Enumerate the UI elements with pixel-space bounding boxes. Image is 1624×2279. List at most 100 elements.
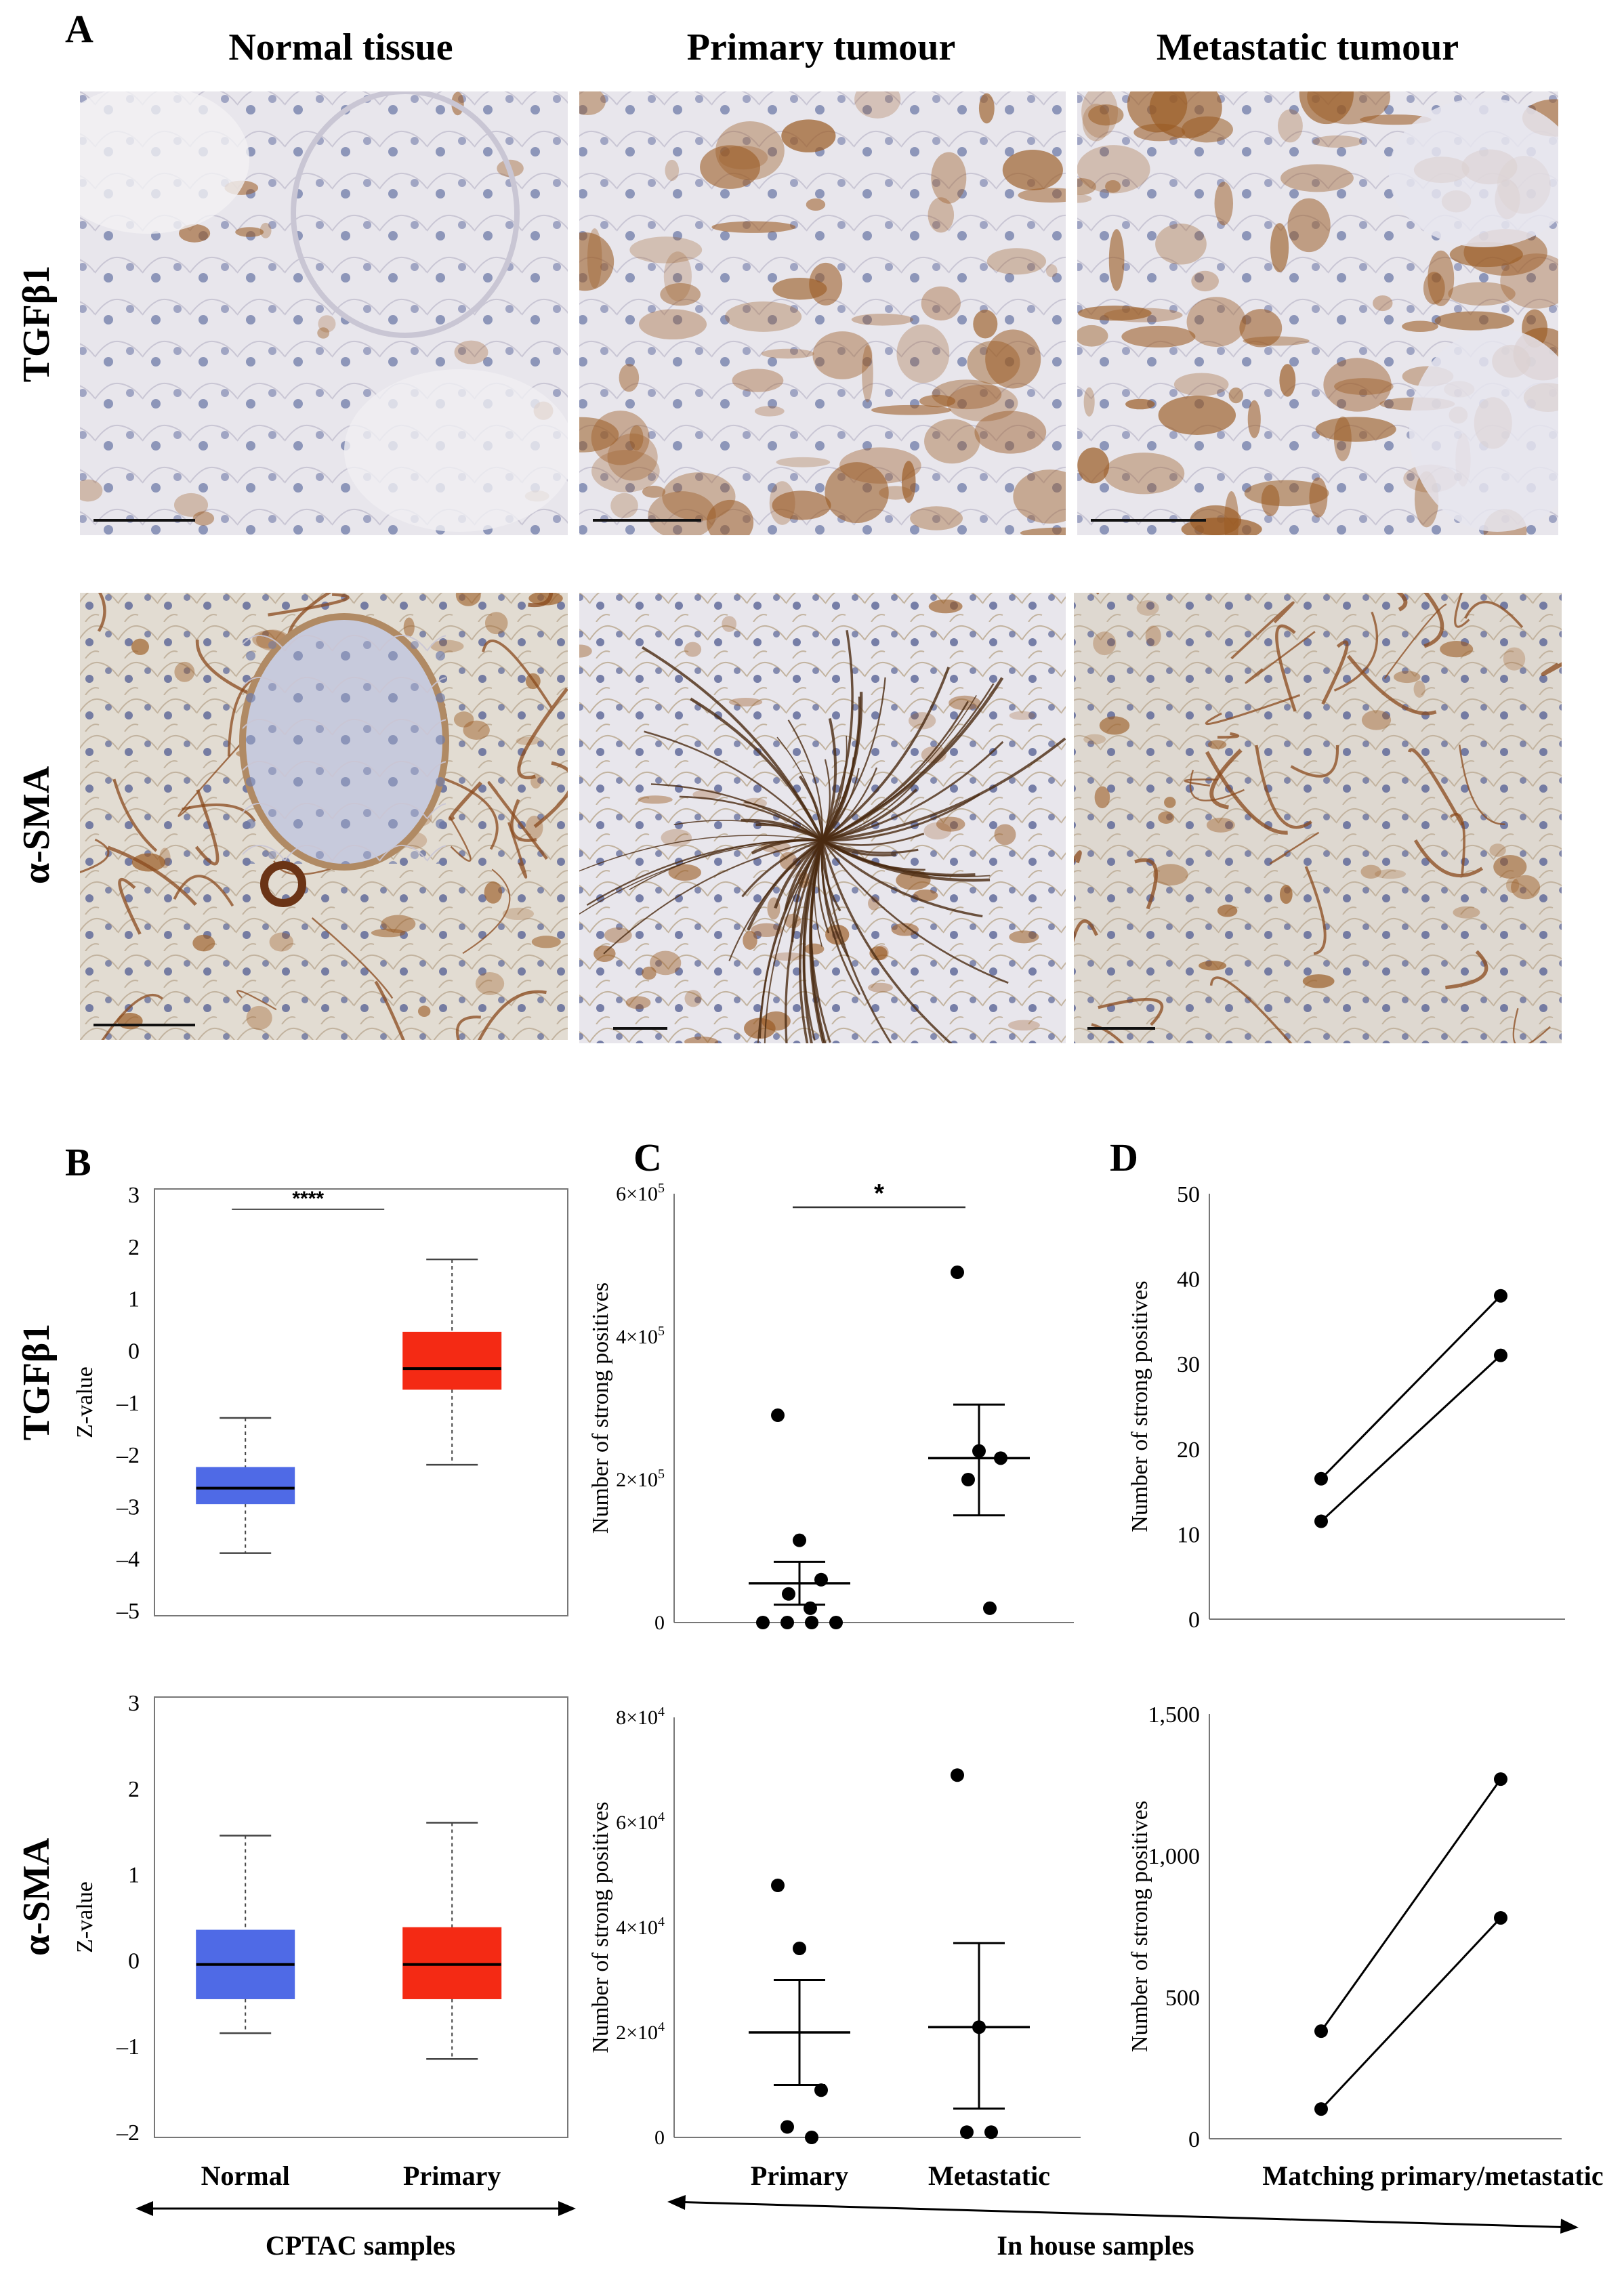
d-tgfb1-ytick-0: 50: [1177, 1182, 1200, 1207]
b-asma-ytick-2: 1: [128, 1863, 140, 1888]
panel-letter-a: A: [65, 7, 93, 51]
d-asma-pair-metastatic-0: [1494, 1772, 1507, 1786]
b-tgfb1-frame: [154, 1188, 568, 1616]
c-tgfb1-point-1-4: [983, 1601, 997, 1615]
c-tgfb1-point-0-4: [804, 1601, 817, 1615]
row-label-tgfb1-b: TGFβ1: [16, 1324, 58, 1441]
c-asma-ytick-4: 8×104: [616, 1705, 665, 1729]
inhouse-arrow: [667, 2195, 1579, 2234]
c-asma-point-0-1: [793, 1942, 806, 1955]
c-asma-ytick-2: 4×104: [616, 1915, 665, 1939]
d-tgfb1-pair-primary-0: [1314, 1471, 1328, 1486]
histology-micrographs: [80, 91, 1562, 1043]
c-asma-point-1-3: [984, 2125, 998, 2139]
b-tgfb1-ytick-8: –5: [116, 1599, 140, 1624]
c-tgfb1-ytick-0: 0: [654, 1612, 665, 1634]
micrograph-asma-metastatic: [1074, 593, 1562, 1043]
b-asma-ytick-4: –1: [116, 2034, 140, 2060]
c-asma-category-0: Primary: [751, 2160, 848, 2191]
d-tgfb1-ytick-4: 10: [1177, 1522, 1200, 1547]
b-tgfb1-ytick-5: –2: [116, 1443, 140, 1468]
c-tgfb1-ytick-3: 6×105: [616, 1181, 665, 1205]
d-asma-category-0: Matching primary/metastatic: [1262, 2160, 1603, 2191]
d-asma-ytick-0: 1,500: [1148, 1702, 1201, 1728]
b-tgfb1-box-0: [196, 1467, 295, 1505]
b-tgfb1-ytick-4: –1: [116, 1391, 140, 1416]
c-tgfb1-point-0-6: [780, 1616, 794, 1629]
d-tgfb1-ytick-2: 30: [1177, 1352, 1200, 1377]
c-tgfb1-sig-label: *: [874, 1179, 884, 1208]
d-asma-ytick-1: 1,000: [1148, 1844, 1201, 1869]
d-asma-ytick-3: 0: [1188, 2127, 1200, 2152]
d-tgfb1-pair-line-1: [1320, 1354, 1502, 1522]
c-tgfb1-ytick-1: 2×105: [616, 1467, 665, 1491]
column-header-normal: Normal tissue: [228, 26, 453, 68]
d-tgfb1-pair-primary-1: [1314, 1514, 1328, 1528]
d-tgfb1-ytick-1: 40: [1177, 1268, 1200, 1293]
c-asma-ylabel: Number of strong positives: [588, 1801, 613, 2053]
b-asma-ytick-0: 3: [128, 1691, 140, 1716]
c-tgfb1-point-0-1: [793, 1533, 806, 1547]
d-asma-pair-primary-0: [1314, 2024, 1328, 2038]
b-asma-ytick-5: –2: [116, 2120, 140, 2146]
b-asma-category-1: Primary: [403, 2160, 501, 2191]
c-tgfb1-point-0-8: [829, 1616, 843, 1629]
c-asma-point-0-4: [805, 2131, 818, 2144]
c-asma-ytick-3: 6×104: [616, 1810, 665, 1834]
b-tgfb1-sig-label: ****: [292, 1188, 324, 1210]
c-tgfb1-point-0-5: [756, 1616, 770, 1629]
c-tgfb1-point-0-3: [782, 1587, 795, 1601]
c-tgfb1-point-1-3: [961, 1473, 975, 1486]
b-asma-frame: [154, 1696, 568, 2138]
b-tgfb1-ylabel: Z-value: [72, 1366, 98, 1438]
b-asma-category-0: Normal: [201, 2160, 290, 2191]
micrograph-asma-normal: [80, 593, 568, 1040]
c-asma-ytick-0: 0: [654, 2127, 665, 2149]
panel-letter-d: D: [1110, 1135, 1138, 1179]
d-tgfb1-pair-metastatic-0: [1494, 1289, 1507, 1303]
c-asma-category-1: Metastatic: [928, 2160, 1050, 2191]
c-asma-point-1-0: [951, 1768, 964, 1782]
d-tgfb1-ytick-5: 0: [1188, 1608, 1200, 1633]
d-tgfb1-pair-line-0: [1320, 1295, 1502, 1480]
micrograph-tgfb1-normal: [80, 91, 568, 535]
b-tgfb1-box-1: [402, 1331, 502, 1390]
b-asma-ytick-1: 2: [128, 1777, 140, 1802]
b-tgfb1-ytick-3: 0: [128, 1339, 140, 1364]
column-header-primary: Primary tumour: [687, 26, 956, 68]
charts-layer: 3210–1–2–3–4–5Z-value****3210–1–2Z-value…: [72, 1179, 1604, 2191]
micrograph-tgfb1-primary: [579, 91, 1066, 535]
c-asma-ytick-1: 2×104: [616, 2020, 665, 2044]
c-tgfb1-point-0-0: [771, 1408, 785, 1423]
micrograph-asma-primary: [579, 593, 1066, 1043]
b-tgfb1-ytick-6: –3: [116, 1495, 140, 1520]
d-tgfb1-ylabel: Number of strong positives: [1127, 1280, 1152, 1532]
row-label-tgfb1-a: TGFβ1: [16, 266, 58, 383]
d-asma-pair-primary-1: [1314, 2102, 1328, 2116]
c-asma-point-0-3: [780, 2120, 794, 2134]
d-asma-pair-metastatic-1: [1494, 1910, 1507, 1925]
panel-letter-c: C: [633, 1135, 662, 1179]
cptac-samples-label: CPTAC samples: [266, 2230, 455, 2261]
d-asma-pair-line-1: [1320, 1917, 1502, 2110]
micrograph-tgfb1-metastatic: [1077, 91, 1558, 535]
c-asma-point-1-2: [960, 2125, 974, 2139]
c-tgfb1-ylabel: Number of strong positives: [588, 1282, 613, 1534]
row-label-asma-a: α-SMA: [16, 766, 58, 884]
c-asma-point-0-0: [771, 1879, 785, 1892]
d-asma-ylabel: Number of strong positives: [1127, 1801, 1152, 2052]
b-tgfb1-ytick-7: –4: [116, 1547, 140, 1572]
cptac-arrow: [136, 2201, 576, 2216]
c-tgfb1-point-0-7: [805, 1616, 818, 1629]
d-tgfb1-pair-metastatic-1: [1494, 1348, 1507, 1362]
b-tgfb1-ytick-2: 1: [128, 1287, 140, 1312]
c-tgfb1-ytick-2: 4×105: [616, 1324, 665, 1348]
row-label-asma-b: α-SMA: [16, 1837, 58, 1956]
c-asma-point-0-2: [814, 2083, 828, 2097]
d-asma-ytick-2: 500: [1165, 1986, 1200, 2011]
d-tgfb1-ytick-3: 20: [1177, 1438, 1200, 1463]
c-tgfb1-point-1-0: [951, 1266, 964, 1280]
b-asma-ytick-3: 0: [128, 1948, 140, 1973]
inhouse-samples-label: In house samples: [997, 2230, 1194, 2261]
